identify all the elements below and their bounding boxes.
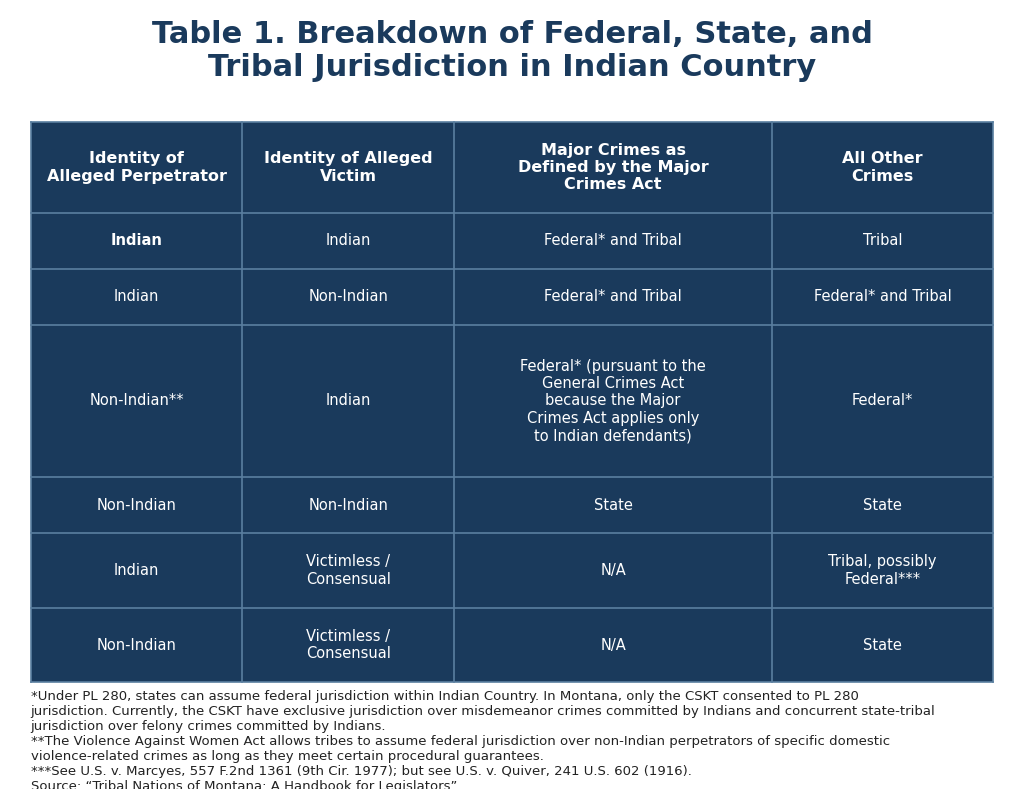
Text: Non-Indian**: Non-Indian** <box>89 394 184 409</box>
Bar <box>455 268 772 324</box>
Bar <box>243 268 455 324</box>
Text: Federal*: Federal* <box>852 394 913 409</box>
Text: Tribal, possibly
Federal***: Tribal, possibly Federal*** <box>828 554 937 587</box>
Bar <box>772 324 993 477</box>
Bar <box>455 324 772 477</box>
Bar <box>31 268 243 324</box>
Bar <box>243 324 455 477</box>
Bar <box>243 533 455 608</box>
Text: Non-Indian: Non-Indian <box>308 498 388 513</box>
Text: Indian: Indian <box>111 233 163 248</box>
Bar <box>243 608 455 682</box>
Text: Federal* and Tribal: Federal* and Tribal <box>544 289 682 304</box>
Text: N/A: N/A <box>600 638 626 653</box>
Text: Indian: Indian <box>326 233 371 248</box>
Bar <box>31 533 243 608</box>
Text: All Other
Crimes: All Other Crimes <box>843 151 923 184</box>
Bar <box>772 533 993 608</box>
Bar <box>772 608 993 682</box>
Bar <box>31 608 243 682</box>
Text: Indian: Indian <box>114 563 160 578</box>
Bar <box>31 324 243 477</box>
Text: Victimless /
Consensual: Victimless / Consensual <box>306 554 391 587</box>
Text: Federal* and Tribal: Federal* and Tribal <box>544 233 682 248</box>
Bar <box>243 122 455 212</box>
Bar <box>455 212 772 268</box>
Text: Victimless /
Consensual: Victimless / Consensual <box>306 629 391 661</box>
Bar <box>455 608 772 682</box>
Bar <box>31 212 243 268</box>
Text: Federal* and Tribal: Federal* and Tribal <box>814 289 951 304</box>
Text: Federal* (pursuant to the
General Crimes Act
because the Major
Crimes Act applie: Federal* (pursuant to the General Crimes… <box>520 358 706 443</box>
Bar <box>31 122 243 212</box>
Text: *Under PL 280, states can assume federal jurisdiction within Indian Country. In : *Under PL 280, states can assume federal… <box>31 690 936 789</box>
Bar <box>772 212 993 268</box>
Text: Indian: Indian <box>326 394 371 409</box>
Text: Indian: Indian <box>114 289 160 304</box>
Bar <box>243 477 455 533</box>
Text: Identity of
Alleged Perpetrator: Identity of Alleged Perpetrator <box>47 151 226 184</box>
Text: Identity of Alleged
Victim: Identity of Alleged Victim <box>264 151 433 184</box>
Bar <box>455 122 772 212</box>
Text: State: State <box>594 498 633 513</box>
Bar <box>31 477 243 533</box>
Bar <box>455 533 772 608</box>
Bar <box>243 212 455 268</box>
Text: Tribal: Tribal <box>863 233 902 248</box>
Text: State: State <box>863 498 902 513</box>
Text: N/A: N/A <box>600 563 626 578</box>
Text: Non-Indian: Non-Indian <box>308 289 388 304</box>
Bar <box>772 122 993 212</box>
Text: Non-Indian: Non-Indian <box>96 498 176 513</box>
Text: Table 1. Breakdown of Federal, State, and
Tribal Jurisdiction in Indian Country: Table 1. Breakdown of Federal, State, an… <box>152 20 872 82</box>
Text: Major Crimes as
Defined by the Major
Crimes Act: Major Crimes as Defined by the Major Cri… <box>518 143 709 193</box>
Text: Non-Indian: Non-Indian <box>96 638 176 653</box>
Bar <box>772 477 993 533</box>
Text: State: State <box>863 638 902 653</box>
Bar <box>772 268 993 324</box>
Bar <box>455 477 772 533</box>
